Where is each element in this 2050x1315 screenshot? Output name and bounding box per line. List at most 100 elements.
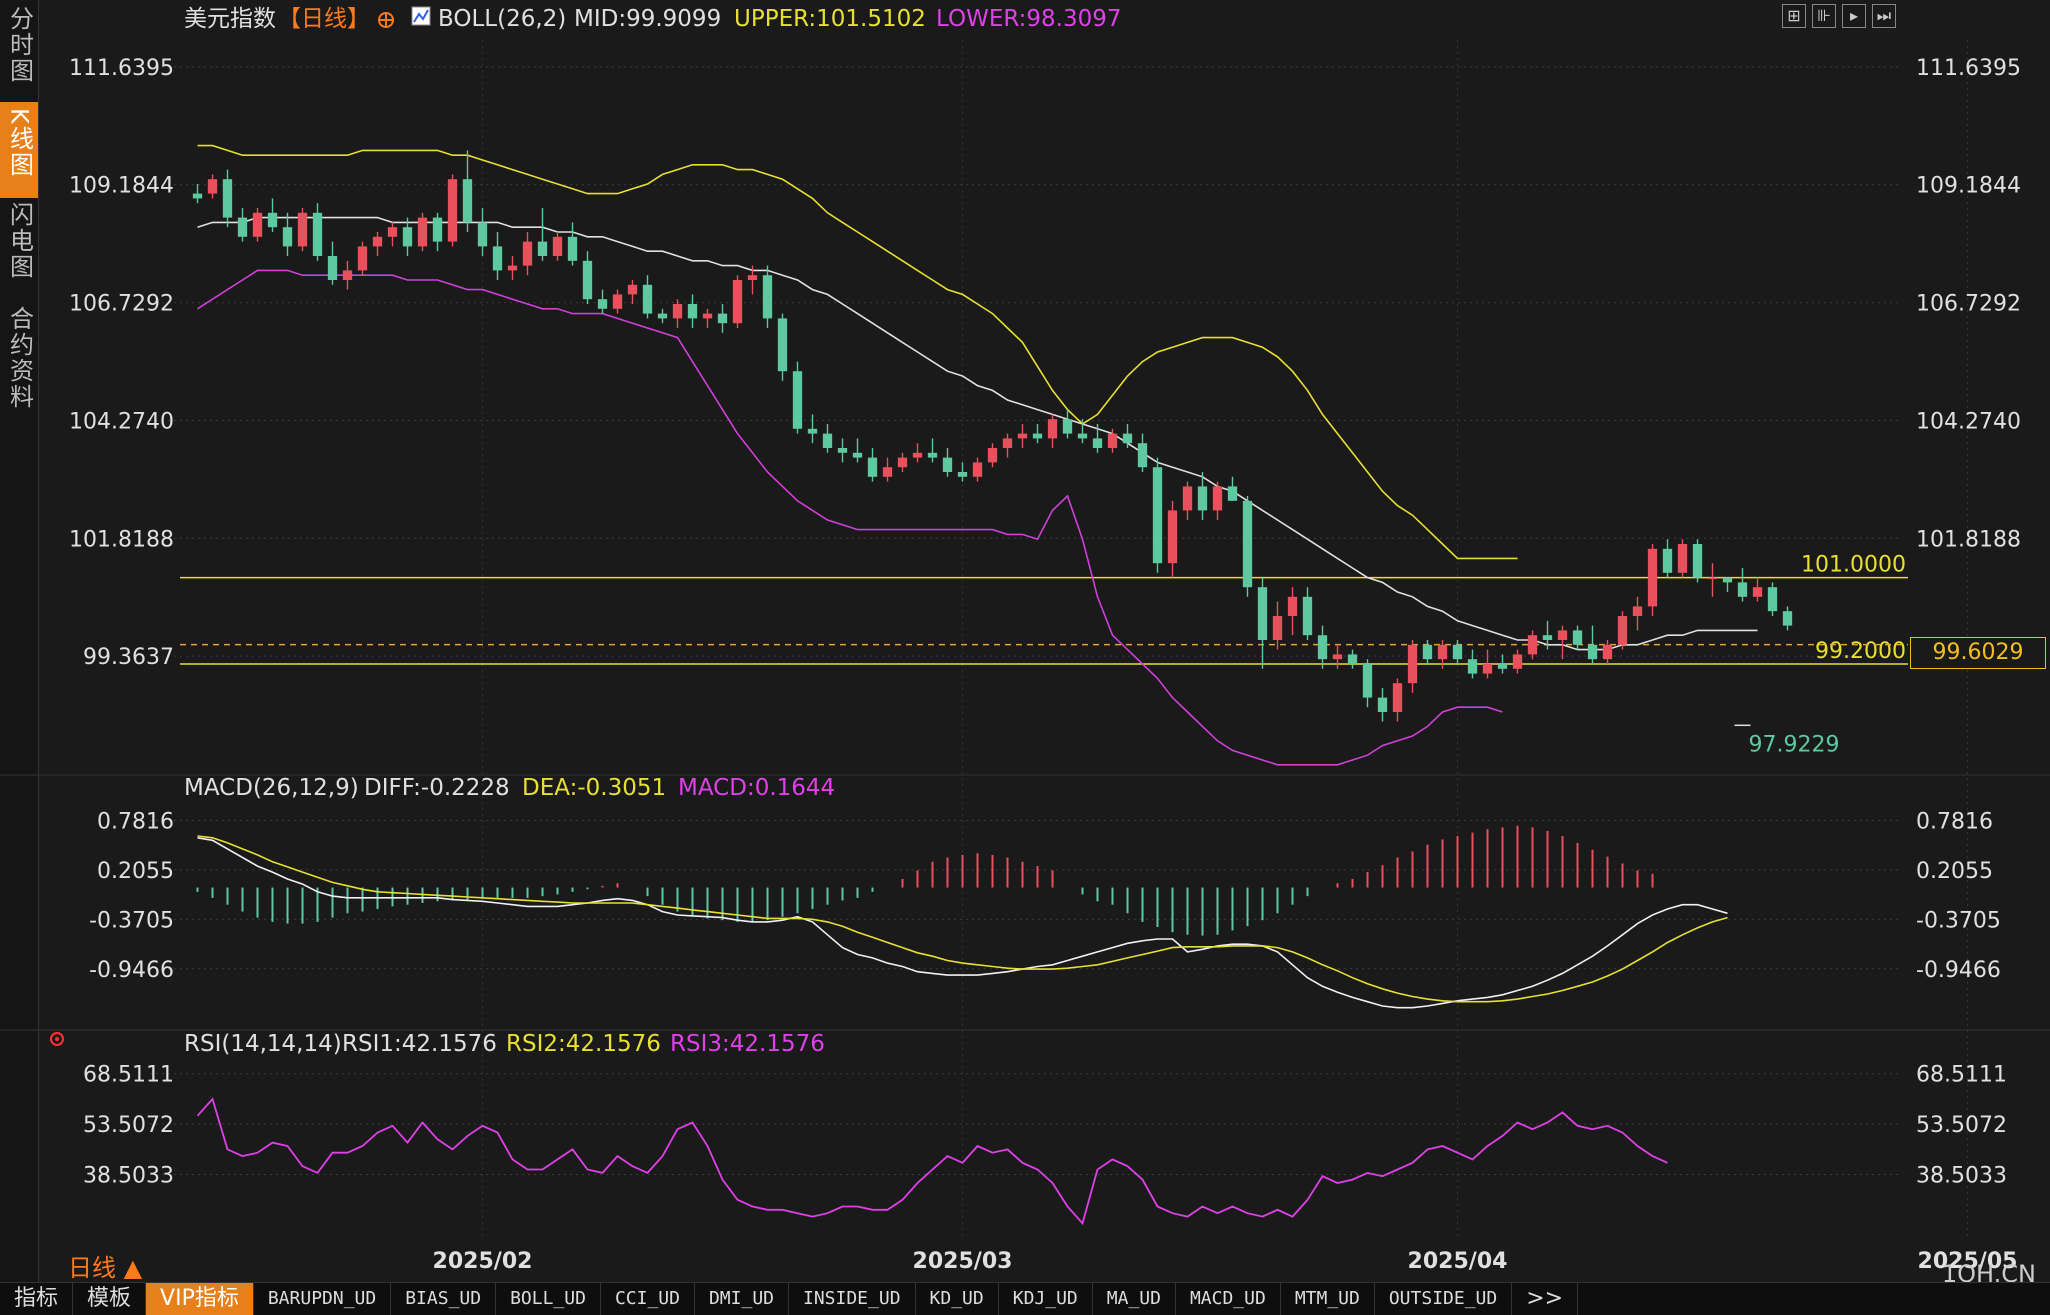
tab-time-share[interactable]: 分时图 — [0, 6, 38, 98]
candle-body — [1692, 544, 1703, 578]
candle-body — [1512, 654, 1523, 669]
tab-contract-info[interactable]: 合约资料 — [0, 306, 38, 426]
candle-body — [1422, 644, 1433, 660]
rsi-ytick-left: 38.5033 — [83, 1164, 174, 1189]
period-selector[interactable]: 日线 ▲ — [68, 1254, 143, 1282]
rsi1-value: RSI1:42.1576 — [342, 1031, 497, 1057]
x-tick-label: 2025/02 — [433, 1249, 533, 1274]
candle-body — [1242, 500, 1253, 588]
bb-macd[interactable]: MACD_UD — [1176, 1283, 1281, 1315]
bb-barupdn[interactable]: BARUPDN_UD — [254, 1283, 392, 1315]
candle-body — [567, 236, 578, 261]
axis-labels: 111.6395 111.6395 109.1844 109.1844 106.7292… — [69, 56, 2021, 1189]
candle-body — [867, 457, 878, 477]
bb-templates[interactable]: 模板 — [73, 1283, 147, 1315]
boll-lower-line — [197, 269, 1503, 766]
tab-lightning-label: 闪电图 — [5, 202, 34, 280]
bb-inside[interactable]: INSIDE_UD — [789, 1283, 916, 1315]
bb-more[interactable]: >> — [1512, 1283, 1579, 1315]
candle-body — [1407, 644, 1418, 684]
candle-body — [1377, 697, 1388, 712]
grid-icon[interactable]: ⊞ — [1782, 4, 1806, 28]
play-icon[interactable]: ▸ — [1842, 4, 1866, 28]
bb-ma[interactable]: MA_UD — [1093, 1283, 1176, 1315]
settings-icon[interactable] — [50, 1032, 64, 1046]
candle-body — [1602, 644, 1613, 660]
candle-body — [1107, 433, 1118, 448]
candle-body — [687, 304, 698, 319]
candle-body — [642, 284, 653, 314]
candle-body — [1362, 664, 1373, 698]
bb-outside[interactable]: OUTSIDE_UD — [1375, 1283, 1513, 1315]
macd-diff-line — [197, 837, 1728, 1009]
macd-ytick-left: -0.3705 — [89, 908, 174, 933]
hline-label: 99.2000 — [1815, 639, 1906, 664]
crosshair-icon[interactable] — [378, 12, 394, 28]
price-ytick-left: 106.7292 — [69, 292, 174, 317]
candle-body — [192, 193, 203, 199]
candle-body — [792, 371, 803, 429]
grid-lines — [0, 40, 2050, 1240]
boll-mid-line — [197, 216, 1758, 651]
candle-body — [357, 246, 368, 271]
indicator-bar: 指标 模板 VIP指标 BARUPDN_UD BIAS_UD BOLL_UD C… — [0, 1282, 2050, 1315]
candle-body — [1122, 433, 1133, 444]
bb-dmi[interactable]: DMI_UD — [695, 1283, 789, 1315]
price-ytick-left: 101.8188 — [69, 527, 174, 552]
candle-body — [627, 284, 638, 295]
candle-body — [1257, 587, 1268, 640]
bar-chart-icon[interactable]: ⊪ — [1812, 4, 1836, 28]
candle-body — [1272, 616, 1283, 640]
price-ytick-right: 101.8188 — [1916, 527, 2021, 552]
candle-body — [342, 270, 353, 280]
macd-ytick-right: 0.2055 — [1916, 859, 1993, 884]
macd-value: MACD:0.1644 — [678, 775, 835, 801]
macd-ytick-left: 0.7816 — [97, 809, 174, 834]
candle-body — [1467, 659, 1478, 674]
candle-body — [822, 433, 833, 448]
price-ytick-left: 111.6395 — [69, 56, 174, 81]
x-tick-label: 2025/03 — [913, 1249, 1013, 1274]
bb-bias[interactable]: BIAS_UD — [391, 1283, 497, 1315]
candle-body — [1062, 419, 1073, 434]
candle-body — [732, 280, 743, 324]
indicator-icon[interactable] — [411, 6, 431, 26]
bb-kdj[interactable]: KDJ_UD — [999, 1283, 1093, 1315]
candle-body — [1587, 644, 1598, 660]
candle-body — [207, 179, 218, 194]
candle-body — [267, 212, 278, 228]
candle-body — [447, 179, 458, 242]
candle-body — [807, 428, 818, 434]
bb-boll[interactable]: BOLL_UD — [496, 1283, 601, 1315]
candle-body — [942, 457, 953, 472]
candle-body — [612, 294, 623, 309]
bb-kd[interactable]: KD_UD — [916, 1283, 999, 1315]
bb-mtm[interactable]: MTM_UD — [1281, 1283, 1375, 1315]
candle-body — [1212, 486, 1223, 511]
candle-body — [387, 227, 398, 237]
x-tick-label: 2025/04 — [1408, 1249, 1508, 1274]
bb-cci[interactable]: CCI_UD — [601, 1283, 695, 1315]
candle-body — [522, 241, 533, 266]
candle-body — [477, 222, 488, 247]
macd-ytick-right: -0.9466 — [1916, 958, 2001, 983]
candle-body — [972, 462, 983, 477]
candle-body — [1182, 486, 1193, 511]
candle-body — [1482, 664, 1493, 674]
bb-vip[interactable]: VIP指标 — [146, 1283, 254, 1315]
bb-indicators[interactable]: 指标 — [0, 1283, 74, 1315]
candle-body — [252, 212, 263, 237]
forward-icon[interactable]: ⏭ — [1872, 4, 1896, 28]
candle-body — [402, 227, 413, 247]
candle-body — [1167, 510, 1178, 564]
candle-body — [417, 217, 428, 247]
chart-area[interactable]: 美元指数 【日线】 BOLL(26,2) MID:99.9099 UPPER:1… — [0, 0, 2050, 1282]
hline-label: 101.0000 — [1801, 553, 1906, 578]
tab-lightning[interactable]: 闪电图 — [0, 202, 38, 296]
candle-body — [762, 275, 773, 319]
candle-body — [537, 241, 548, 256]
candle-body — [1752, 587, 1763, 597]
rsi-ytick-left: 68.5111 — [83, 1063, 174, 1088]
price-ytick-left: 109.1844 — [69, 174, 174, 199]
tab-kline[interactable]: K线图 — [0, 102, 38, 198]
